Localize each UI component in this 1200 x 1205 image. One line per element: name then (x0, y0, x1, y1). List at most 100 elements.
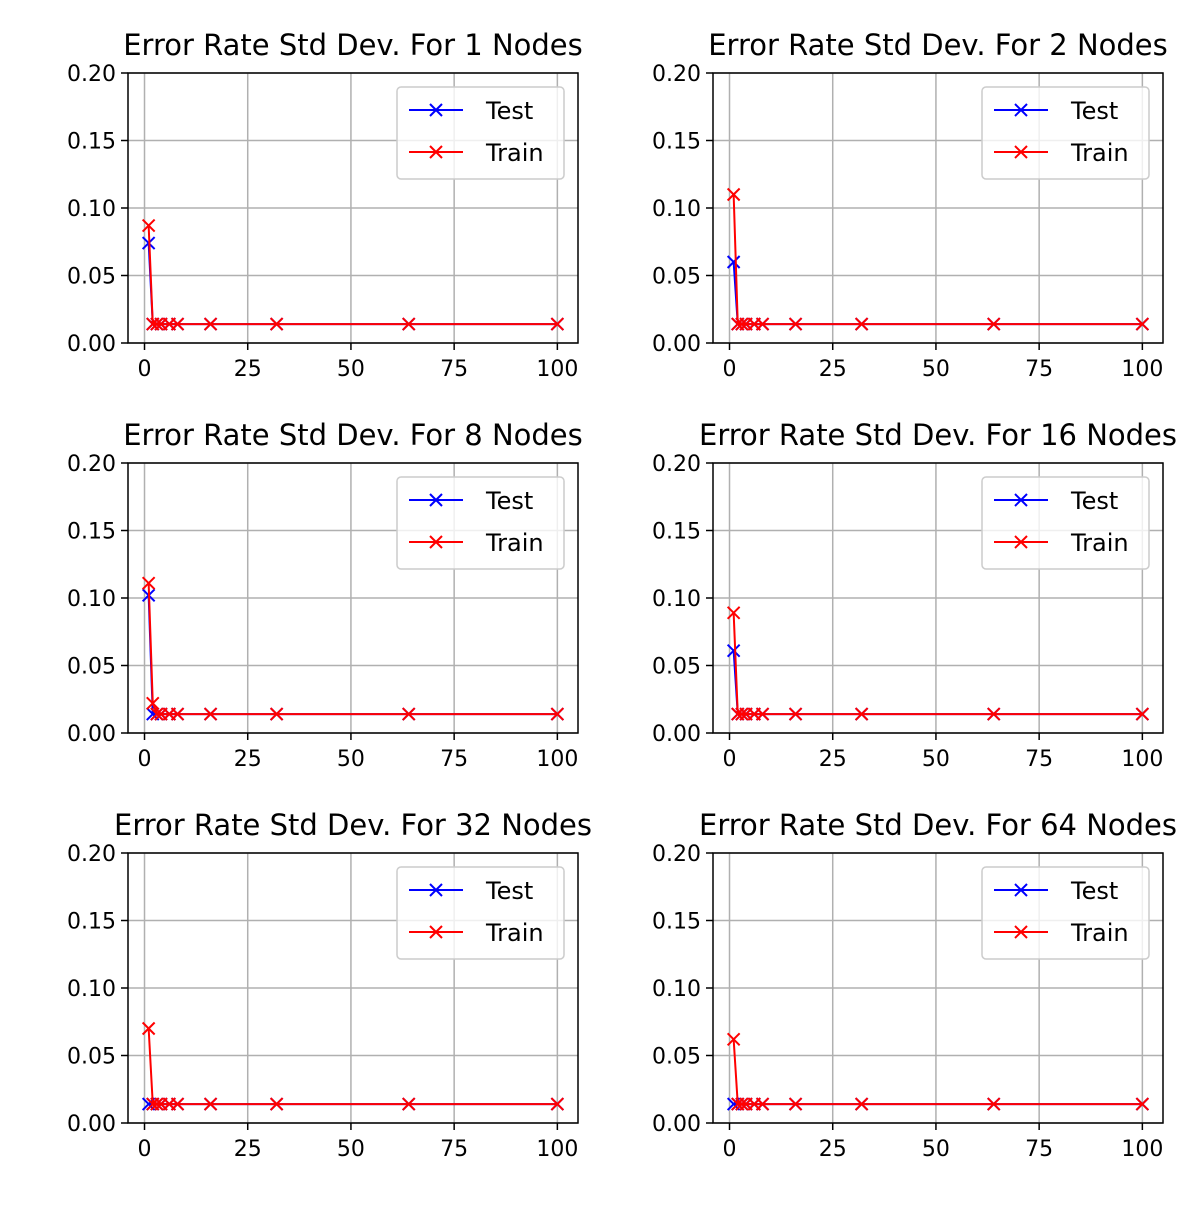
xtick-label-3: 75 (440, 747, 468, 772)
point-train-6 (788, 707, 803, 721)
ytick-label-4: 0.20 (67, 62, 116, 87)
legend-marker-test (429, 103, 443, 117)
point-train-0 (141, 218, 156, 233)
legend-label-test: Test (1070, 877, 1118, 905)
ytick-label-2: 0.10 (67, 587, 116, 612)
ytick-label-2: 0.10 (652, 977, 701, 1002)
legend-label-train: Train (485, 139, 544, 167)
point-train-7 (269, 1097, 284, 1111)
legend-marker-test (1014, 883, 1028, 897)
point-train-7 (854, 317, 869, 331)
xtick-label-1: 25 (234, 747, 262, 772)
point-train-9 (1135, 707, 1150, 721)
ytick-label-3: 0.15 (652, 910, 701, 935)
subplot-3: 0 25 50 75 100 0.00 0.05 0.10 0.15 0.20 Error Rate… (67, 418, 583, 772)
xtick-label-2: 50 (337, 747, 365, 772)
ytick-label-1: 0.05 (652, 1045, 701, 1070)
point-train-6 (788, 1097, 803, 1111)
point-train-2 (150, 1097, 164, 1111)
xtick-label-4: 100 (1121, 747, 1163, 772)
subplot-2: 0 25 50 75 100 0.00 0.05 0.10 0.15 0.20 Error Rate… (652, 28, 1168, 382)
ytick-label-4: 0.20 (652, 452, 701, 477)
xtick-label-0: 0 (138, 747, 152, 772)
ytick-label-0: 0.00 (652, 1112, 701, 1137)
subplot-title: Error Rate Std Dev. For 8 Nodes (123, 418, 583, 452)
series-line-train (147, 583, 558, 716)
legend: Test Train (981, 866, 1150, 960)
point-train-9 (550, 317, 565, 331)
point-train-8 (987, 707, 1001, 721)
xtick-label-2: 50 (337, 357, 365, 382)
series-line-test (147, 595, 558, 716)
xtick-label-3: 75 (1025, 1137, 1053, 1162)
point-train-8 (402, 707, 416, 721)
subplot-1: 0 25 50 75 100 0.00 0.05 0.10 0.15 0.20 Error Rate… (67, 28, 583, 382)
point-train-6 (203, 1097, 218, 1111)
xtick-label-0: 0 (723, 747, 737, 772)
ytick-label-4: 0.20 (652, 842, 701, 867)
point-train-7 (269, 317, 284, 331)
ytick-label-3: 0.15 (67, 520, 116, 545)
ytick-label-0: 0.00 (652, 722, 701, 747)
ytick-label-0: 0.00 (67, 722, 116, 747)
xtick-label-3: 75 (440, 357, 468, 382)
legend-label-test: Test (485, 97, 533, 125)
xtick-label-1: 25 (819, 1137, 847, 1162)
point-train-2 (735, 1097, 749, 1111)
series-line-train (147, 1028, 558, 1106)
ytick-label-0: 0.00 (652, 332, 701, 357)
xtick-label-0: 0 (138, 1137, 152, 1162)
subplot-title: Error Rate Std Dev. For 16 Nodes (699, 418, 1177, 452)
legend-label-train: Train (1070, 529, 1129, 557)
ytick-label-2: 0.10 (67, 977, 116, 1002)
legend: Test Train (396, 86, 565, 180)
ytick-label-4: 0.20 (67, 452, 116, 477)
legend: Test Train (396, 476, 565, 570)
legend-label-test: Test (1070, 97, 1118, 125)
point-train-9 (550, 707, 565, 721)
ytick-label-2: 0.10 (652, 587, 701, 612)
point-train-0 (726, 606, 741, 620)
point-train-0 (726, 1032, 741, 1047)
point-train-8 (987, 1097, 1001, 1111)
ytick-label-3: 0.15 (67, 910, 116, 935)
xtick-label-0: 0 (723, 357, 737, 382)
ytick-label-2: 0.10 (67, 197, 116, 222)
ytick-label-2: 0.10 (652, 197, 701, 222)
point-train-5 (170, 707, 185, 721)
xtick-label-4: 100 (1121, 1137, 1163, 1162)
point-train-1 (146, 696, 160, 711)
xtick-label-2: 50 (922, 747, 950, 772)
xtick-label-3: 75 (1025, 747, 1053, 772)
point-train-5 (170, 1097, 185, 1111)
legend-label-train: Train (485, 529, 544, 557)
xtick-label-1: 25 (234, 357, 262, 382)
series-line-train (147, 225, 558, 326)
xtick-label-0: 0 (138, 357, 152, 382)
point-train-0 (726, 187, 741, 202)
xtick-label-1: 25 (234, 1137, 262, 1162)
ytick-label-0: 0.00 (67, 332, 116, 357)
legend-label-train: Train (1070, 139, 1129, 167)
point-train-8 (987, 317, 1001, 331)
xtick-label-4: 100 (536, 1137, 578, 1162)
point-train-7 (854, 707, 869, 721)
point-train-8 (402, 317, 416, 331)
legend-marker-train (429, 535, 443, 549)
point-train-5 (170, 317, 185, 331)
ytick-label-1: 0.05 (652, 265, 701, 290)
legend-label-test: Test (485, 487, 533, 515)
subplot-title: Error Rate Std Dev. For 1 Nodes (123, 28, 583, 62)
ytick-label-4: 0.20 (652, 62, 701, 87)
legend-marker-train (429, 145, 443, 159)
series-line-train (732, 1039, 1143, 1106)
ytick-label-3: 0.15 (652, 130, 701, 155)
point-test-0 (726, 643, 741, 658)
xtick-label-1: 25 (819, 747, 847, 772)
subplot-title: Error Rate Std Dev. For 2 Nodes (708, 28, 1168, 62)
legend-label-test: Test (485, 877, 533, 905)
series-line-test (732, 261, 1143, 326)
